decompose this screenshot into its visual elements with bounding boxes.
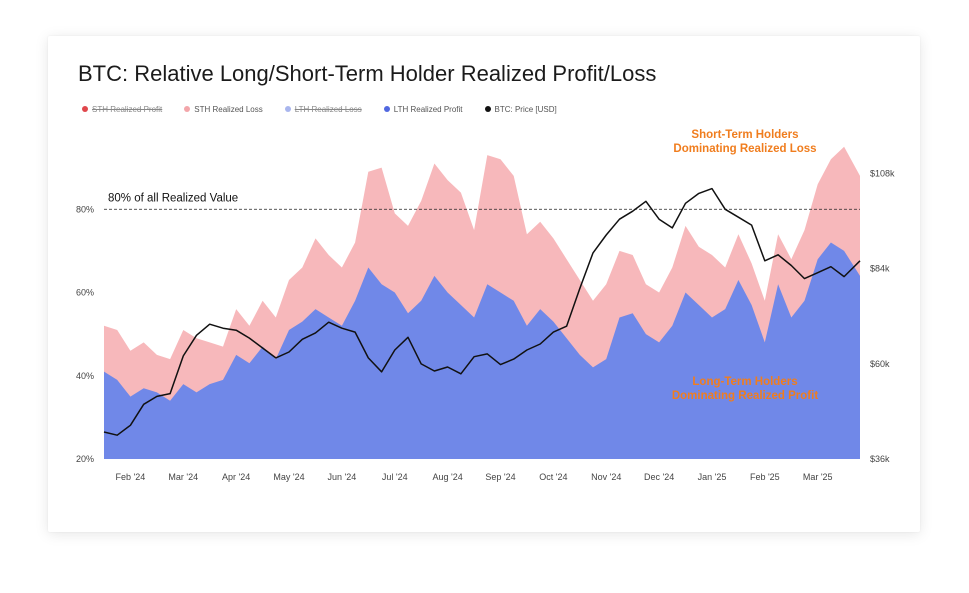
x-tick-label: Jun '24 — [328, 472, 357, 482]
legend-label: STH Realized Profit — [92, 104, 163, 114]
price-series — [103, 187, 861, 436]
x-tick-label: Feb '25 — [750, 472, 780, 482]
y-right-tick-label: $36k — [870, 454, 890, 464]
legend-dot-price — [484, 106, 491, 112]
threshold-label: 80% of all Realized Value — [108, 192, 238, 204]
chart-title: BTC: Relative Long/Short-Term Holder Rea… — [78, 61, 657, 86]
legend: STH Realized Profit STH Realized Loss LT… — [82, 103, 579, 115]
x-tick-label: Nov '24 — [591, 472, 621, 482]
y-left-tick-label: 80% — [76, 204, 94, 214]
x-tick-label: Jul '24 — [382, 472, 408, 482]
x-tick-label: Mar '24 — [168, 472, 198, 482]
x-tick-label: Sep '24 — [485, 472, 515, 482]
x-tick-label: Mar '25 — [803, 472, 833, 482]
y-right-tick-label: $84k — [870, 264, 890, 274]
lth-realized-profit-area — [104, 242, 860, 459]
sth-annotation-line2: Dominating Realized Loss — [673, 143, 816, 155]
legend-dot-lth-profit — [383, 106, 390, 112]
legend-dot-sth-loss — [184, 106, 191, 112]
annotations: Short-Term Holders Dominating Realized Lo… — [672, 129, 818, 402]
x-tick-label: Apr '24 — [222, 472, 250, 482]
btc-price-line — [103, 187, 861, 436]
x-tick-label: Aug '24 — [433, 472, 463, 482]
y-left-tick-label: 60% — [76, 288, 94, 298]
x-tick-label: Dec '24 — [644, 472, 674, 482]
legend-item-btc-price[interactable]: BTC: Price [USD] — [484, 103, 557, 115]
legend-item-sth-realized-profit[interactable]: STH Realized Profit — [82, 103, 162, 115]
legend-dot-lth-loss — [284, 106, 291, 112]
y-left-tick-label: 20% — [76, 454, 94, 464]
legend-item-lth-realized-profit[interactable]: LTH Realized Profit — [383, 103, 463, 115]
x-tick-label: Oct '24 — [539, 472, 567, 482]
left-axis: 20% 40% 60% 80% — [76, 204, 94, 464]
y-left-tick-label: 40% — [76, 371, 94, 381]
y-right-tick-label: $60k — [870, 359, 890, 369]
x-axis: Feb '24 Mar '24 Apr '24 May '24 Jun '24 Jul '… — [116, 472, 833, 482]
legend-label: STH Realized Loss — [194, 104, 263, 114]
threshold-line-group: 80% of all Realized Value — [104, 192, 860, 210]
sth-annotation-line1: Short-Term Holders — [691, 129, 798, 141]
lth-annotation-line1: Long-Term Holders — [692, 376, 797, 388]
x-tick-label: Jan '25 — [698, 472, 727, 482]
area-series — [104, 146, 860, 460]
legend-label: LTH Realized Profit — [393, 104, 463, 114]
right-axis: $36k $60k $84k $108k — [870, 169, 895, 464]
legend-dot-sth-profit — [82, 106, 88, 112]
y-right-tick-label: $108k — [870, 169, 895, 179]
x-tick-label: Feb '24 — [116, 472, 146, 482]
lth-annotation-line2: Dominating Realized Profit — [672, 390, 818, 402]
legend-label: LTH Realized Loss — [294, 104, 362, 114]
legend-label: BTC: Price [USD] — [494, 104, 557, 114]
x-tick-label: May '24 — [273, 472, 304, 482]
legend-item-lth-realized-loss[interactable]: LTH Realized Loss — [284, 103, 362, 115]
legend-item-sth-realized-loss[interactable]: STH Realized Loss — [184, 103, 263, 115]
